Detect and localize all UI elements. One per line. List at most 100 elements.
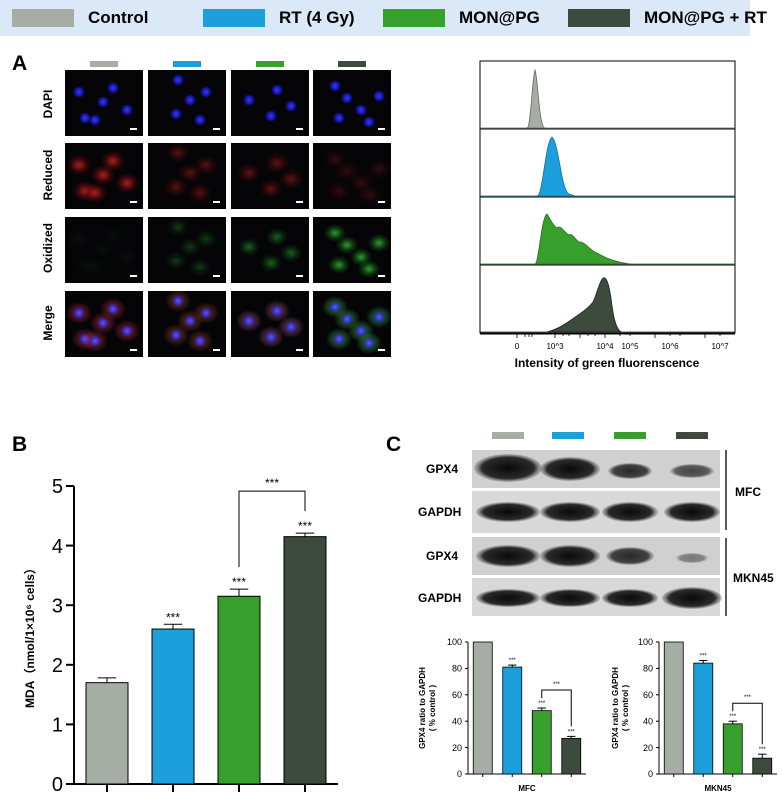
significance-bracket — [541, 689, 572, 727]
significance-bracket — [238, 490, 306, 568]
x-axis-label: MKN45 — [704, 784, 732, 793]
legend-label-rt: RT (4 Gy) — [279, 8, 355, 27]
significance-label: *** — [700, 653, 708, 659]
row-label-dapi: DAPI — [41, 89, 55, 119]
bar-3 — [217, 595, 261, 785]
scale-bar — [213, 275, 220, 277]
scale-bar — [130, 349, 137, 351]
micrograph-merge-monrt — [313, 291, 391, 357]
bar-4 — [561, 737, 582, 775]
blot-group-mkn45: MKN45 — [733, 571, 774, 585]
legend-item-mon: MON@PG — [383, 6, 540, 30]
blot-row-gapdh-mkn45 — [472, 578, 722, 616]
micrograph-dapi-control — [65, 70, 143, 136]
histogram-panel-control — [479, 60, 736, 130]
column-marker-rt — [173, 61, 201, 67]
y-tick-label: 3 — [52, 595, 63, 617]
scale-bar — [213, 201, 220, 203]
micrograph-merge-rt — [148, 291, 226, 357]
blot-marker-monrt — [676, 432, 708, 439]
y-tick-label: 0 — [52, 774, 63, 796]
y-tick-label: 60 — [643, 690, 653, 700]
significance-label: *** — [568, 729, 576, 735]
scale-bar — [378, 349, 385, 351]
legend-item-monrt: MON@PG + RT — [568, 6, 767, 30]
flow-tick-5: 10^7 — [711, 342, 729, 351]
bracket-label: *** — [265, 476, 279, 490]
flow-x-axis-label: Intensity of green fluorenscence — [515, 356, 700, 370]
gpx4-mfc-bar-chart: 0 20 40 60 80 100 *** *** *** *** GPX4 ratio to GA… — [418, 637, 586, 793]
histogram-panel-rt — [479, 128, 736, 198]
significance-label: *** — [232, 575, 246, 589]
legend-swatch-monrt — [568, 9, 630, 27]
flow-tick-1: 10^3 — [546, 342, 564, 351]
legend-label-mon: MON@PG — [459, 8, 540, 27]
y-tick-label: 2 — [52, 655, 63, 677]
legend-label-control: Control — [88, 8, 149, 27]
y-tick-label: 20 — [643, 743, 653, 753]
gpx4-mkn45-bar-chart: 0 20 40 60 80 100 *** *** *** *** GPX4 ratio to GA… — [611, 637, 777, 793]
micrograph-oxidized-rt — [148, 217, 226, 283]
row-label-oxidized: Oxidized — [41, 223, 55, 274]
micrograph-reduced-control — [65, 143, 143, 209]
significance-label: *** — [538, 701, 546, 707]
y-tick-label: 0 — [648, 769, 653, 779]
row-label-reduced: Reduced — [41, 149, 55, 201]
scale-bar — [130, 201, 137, 203]
flow-tick-4: 10^6 — [661, 342, 679, 351]
column-marker-control — [90, 61, 118, 67]
micrograph-reduced-mon — [231, 143, 309, 209]
y-tick-label: 4 — [52, 536, 63, 558]
y-tick-label: 80 — [643, 664, 653, 674]
blot-row-gapdh-mfc — [472, 491, 720, 533]
y-tick-label: 80 — [452, 664, 462, 674]
column-marker-monrt — [338, 61, 366, 67]
scale-bar — [130, 128, 137, 130]
bar-2 — [151, 628, 195, 785]
micrograph-dapi-monrt — [313, 70, 391, 136]
legend-swatch-control — [12, 9, 74, 27]
legend-swatch-rt — [203, 9, 265, 27]
bracket-label: *** — [744, 695, 752, 701]
blot-marker-control — [492, 432, 524, 439]
scale-bar — [378, 275, 385, 277]
bar-1 — [85, 682, 129, 785]
blot-label-gpx4-mkn45: GPX4 — [426, 549, 458, 563]
column-marker-mon — [256, 61, 284, 67]
blot-row-gpx4-mfc — [472, 450, 720, 488]
micrograph-dapi-rt — [148, 70, 226, 136]
scale-bar — [130, 275, 137, 277]
row-label-merge: Merge — [41, 305, 55, 341]
micrograph-reduced-monrt — [313, 143, 391, 209]
micrograph-merge-mon — [231, 291, 309, 357]
histogram-x-axis: 0 10^3 10^4 10^5 10^6 10^7 Intensity of … — [480, 333, 735, 370]
y-axis-label: MDA（nmol/1×10⁶ cells） — [22, 562, 37, 708]
micrograph-dapi-mon — [231, 70, 309, 136]
legend-item-rt: RT (4 Gy) — [203, 6, 355, 30]
significance-label: *** — [509, 658, 517, 664]
micrograph-oxidized-control — [65, 217, 143, 283]
panel-label-c: C — [386, 433, 402, 456]
bar-3 — [531, 710, 552, 775]
panel-label-a: A — [12, 52, 28, 75]
micrograph-oxidized-mon — [231, 217, 309, 283]
blot-label-gapdh-mfc: GAPDH — [418, 505, 461, 519]
micrograph-oxidized-monrt — [313, 217, 391, 283]
scale-bar — [296, 201, 303, 203]
y-tick-label: 100 — [447, 637, 462, 647]
panel-label-b: B — [12, 433, 28, 456]
histogram-panel-mon — [479, 196, 736, 266]
blot-marker-mon — [614, 432, 646, 439]
blot-label-gpx4-mfc: GPX4 — [426, 462, 458, 476]
y-tick-label: 0 — [457, 769, 462, 779]
significance-label: *** — [759, 747, 767, 753]
bar-1 — [472, 641, 493, 775]
scale-bar — [296, 349, 303, 351]
bracket-label: *** — [553, 682, 561, 688]
bar-2 — [693, 662, 714, 775]
y-tick-label: 1 — [52, 715, 63, 737]
legend-item-control: Control — [12, 6, 148, 30]
flow-tick-2: 10^4 — [596, 342, 614, 351]
y-tick-label: 60 — [452, 690, 462, 700]
y-tick-label: 40 — [452, 716, 462, 726]
